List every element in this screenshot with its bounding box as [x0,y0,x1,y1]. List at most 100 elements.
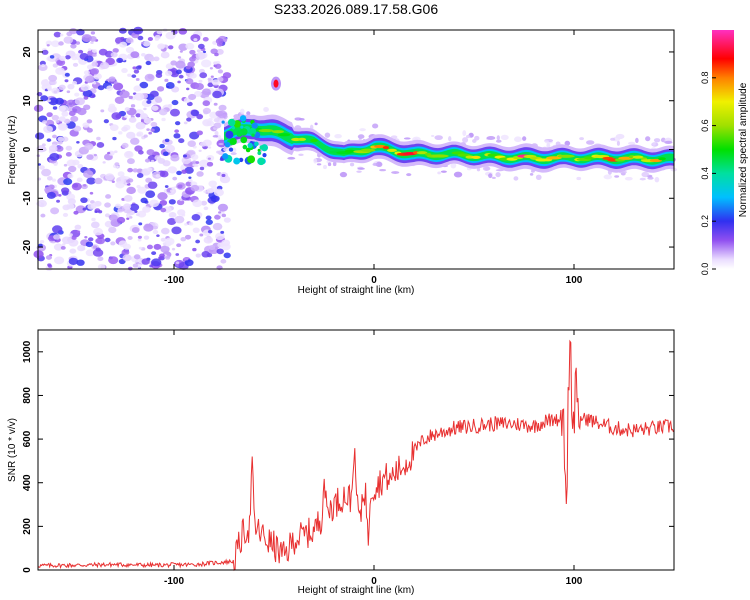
noise-speckle [171,247,176,251]
noise-speckle [53,234,61,240]
noise-speckle [137,210,147,218]
noise-speckle [74,92,80,97]
x-tick-label: -100 [164,576,184,587]
noise-speckle [210,75,214,78]
noise-speckle [172,176,178,181]
noise-speckle [136,132,142,137]
noise-speckle [146,100,152,104]
noise-speckle [85,249,95,257]
y-tick-label: 20 [22,46,33,58]
noise-speckle [390,135,398,139]
noise-speckle [52,63,59,68]
noise-speckle [167,217,177,225]
ridge-blob [242,144,248,150]
noise-speckle [44,186,53,193]
noise-speckle [143,223,154,232]
noise-speckle [83,96,89,100]
noise-speckle [190,154,199,160]
noise-speckle [208,117,213,122]
noise-speckle [77,245,86,252]
noise-speckle [76,28,85,36]
noise-speckle [62,204,70,211]
noise-speckle [188,221,194,226]
noise-speckle [84,143,94,150]
noise-speckle [158,108,168,116]
noise-speckle [135,213,140,217]
noise-speckle [132,66,137,70]
noise-speckle [131,74,137,78]
noise-speckle [474,135,480,141]
ridge-blob [233,157,241,165]
noise-speckle [612,136,621,142]
noise-speckle [214,63,222,69]
noise-speckle [82,122,90,128]
noise-speckle [96,142,105,148]
noise-speckle [37,199,47,208]
noise-speckle [635,137,639,144]
noise-speckle [174,215,185,224]
noise-speckle [58,116,66,122]
noise-speckle [140,197,148,204]
noise-speckle [357,167,365,170]
noise-speckle [198,149,202,153]
noise-speckle [93,153,97,157]
noise-speckle [75,205,86,214]
noise-speckle [136,172,144,179]
ridge-hotspot [271,130,285,134]
x-tick-label: 100 [566,275,583,286]
noise-speckle [175,261,180,265]
y-tick-label: 400 [22,474,33,491]
spectrogram-ridge [221,76,674,173]
noise-speckle [287,156,296,160]
noise-speckle [215,197,219,200]
noise-speckle [131,227,140,233]
noise-speckle [174,121,181,126]
noise-speckle [86,119,93,124]
noise-speckle [91,217,96,222]
ridge-blob [231,126,236,130]
noise-speckle [576,176,582,181]
noise-speckle [48,97,59,106]
noise-speckle [104,80,108,84]
noise-speckle [222,72,232,79]
noise-speckle [616,140,620,146]
noise-speckle [38,63,48,72]
noise-speckle [76,177,83,183]
ridge-blob [228,147,234,152]
noise-speckle [207,157,211,160]
noise-speckle [214,130,219,136]
noise-speckle [41,63,46,68]
noise-speckle [113,150,118,154]
noise-speckle [339,171,348,178]
noise-speckle [71,182,82,191]
noise-speckle [133,254,141,260]
noise-speckle [60,245,66,250]
noise-speckle [147,181,158,189]
noise-speckle [134,210,138,213]
noise-speckle [175,69,182,75]
noise-speckle [68,110,76,117]
noise-speckle [221,239,231,247]
ridge-blob [254,141,259,147]
noise-speckle [74,224,82,230]
noise-speckle [55,145,64,152]
noise-speckle [199,91,210,99]
noise-speckle [327,162,332,167]
noise-speckle [149,90,159,98]
noise-speckle [121,68,128,74]
noise-speckle [138,222,143,226]
noise-speckle [63,178,73,186]
noise-speckle [34,132,45,140]
noise-speckle [69,28,78,35]
noise-speckle [83,184,87,187]
ridge-hotspot [297,137,307,141]
noise-speckle [108,76,116,82]
noise-speckle [210,195,220,203]
noise-speckle [652,142,656,146]
figure-title: S233.2026.089.17.58.G06 [274,1,438,17]
noise-speckle [154,37,159,41]
noise-speckle [65,152,72,157]
noise-speckle [159,199,168,206]
noise-speckle [220,259,227,264]
noise-speckle [157,192,168,201]
